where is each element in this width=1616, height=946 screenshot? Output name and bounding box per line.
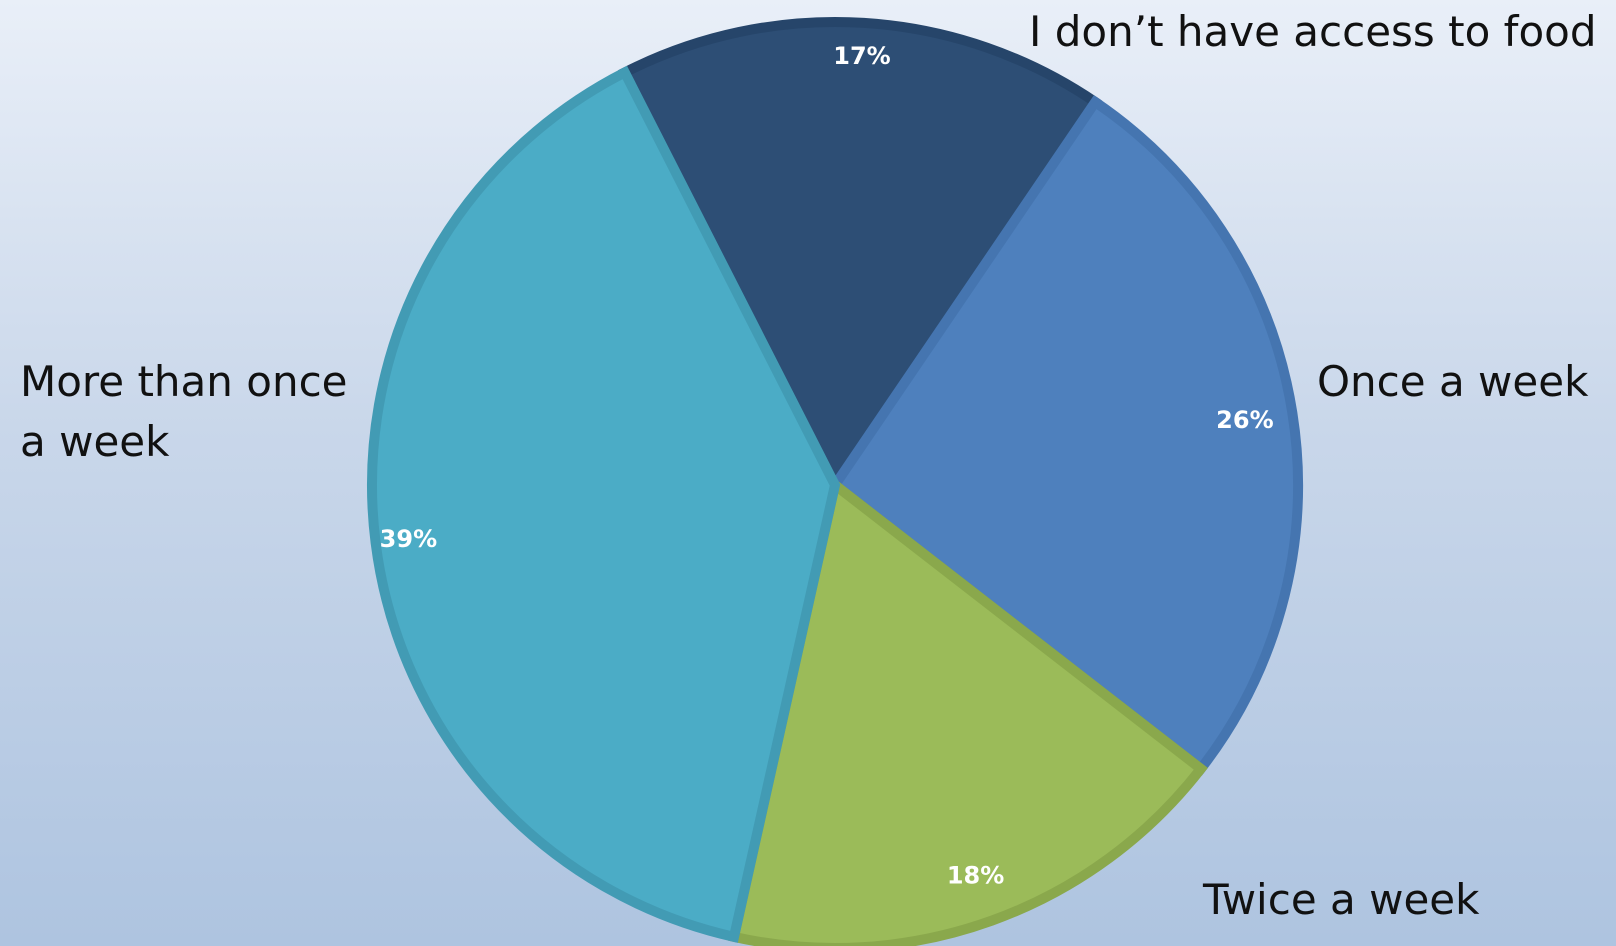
category-label-more-than-once: More than once a week bbox=[20, 357, 348, 466]
percent-label-no-access: 17% bbox=[833, 42, 890, 70]
pie-slice-no-access bbox=[618, 17, 1103, 495]
pie-slice-once-a-week bbox=[828, 95, 1303, 776]
pie-slice-twice-a-week bbox=[728, 476, 1208, 946]
percent-label-once-a-week: 26% bbox=[1216, 406, 1273, 434]
pie-slices bbox=[367, 17, 1303, 946]
category-label-once-a-week: Once a week bbox=[1317, 357, 1589, 406]
category-label-no-access: I don’t have access to food bbox=[1029, 7, 1597, 56]
percent-label-twice-a-week: 18% bbox=[947, 862, 1004, 890]
percent-label-more-than-once: 39% bbox=[380, 525, 437, 553]
percent-labels: 17% 26% 18% 39% bbox=[380, 42, 1274, 890]
pie-slice-more-than-once bbox=[367, 65, 841, 943]
category-label-twice-a-week: Twice a week bbox=[1203, 875, 1480, 924]
